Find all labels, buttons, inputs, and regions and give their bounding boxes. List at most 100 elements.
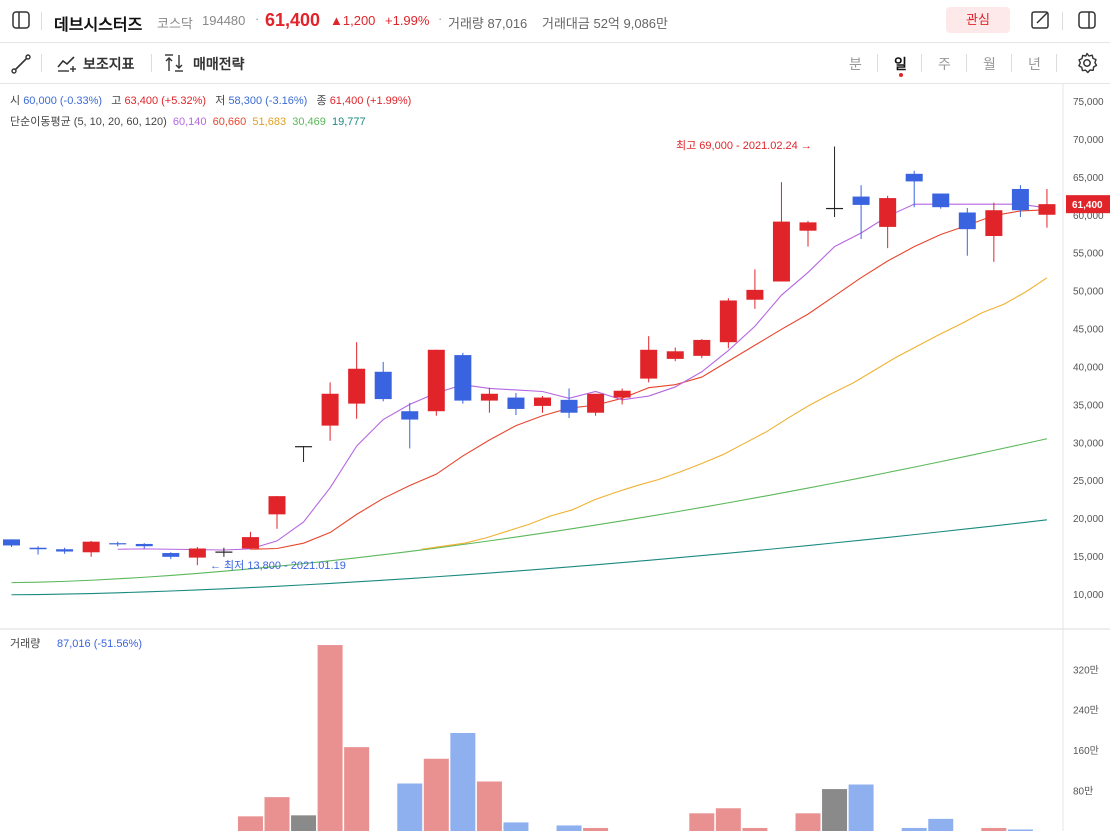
price-axis-tick: 75,000	[1073, 97, 1104, 108]
candle-body	[852, 196, 870, 205]
volume-bar	[503, 822, 529, 831]
candle-body	[587, 393, 605, 413]
period-month[interactable]: 월	[983, 56, 996, 72]
volume-bar	[795, 813, 821, 831]
candle-body	[215, 551, 233, 553]
price-axis-tick: 30,000	[1073, 438, 1104, 449]
divider	[921, 54, 922, 72]
price-change: ▲1,200	[330, 13, 376, 28]
candle-body	[1011, 188, 1029, 211]
amount-value: 52억 9,086만	[593, 16, 668, 31]
candle-body	[772, 221, 790, 282]
candle-body	[268, 496, 286, 515]
candle-body	[321, 393, 339, 426]
price-axis-tick: 25,000	[1073, 476, 1104, 487]
divider	[151, 54, 152, 72]
sidebar-toggle-icon[interactable]	[12, 11, 30, 29]
candle-body	[82, 541, 100, 553]
favorite-button[interactable]: 관심	[946, 7, 1010, 33]
candle-body	[241, 537, 259, 549]
volume-bar	[715, 808, 741, 831]
volume-axis-tick: 240만	[1073, 705, 1099, 717]
price-axis-tick: 35,000	[1073, 400, 1104, 411]
open-label: 시	[10, 95, 21, 107]
divider	[1056, 54, 1057, 72]
settings-gear-icon[interactable]	[1076, 52, 1098, 74]
divider	[41, 54, 42, 72]
candle-body	[613, 390, 631, 398]
current-price-tag	[1066, 195, 1110, 214]
candle-body	[985, 210, 1003, 237]
separator-dot: ·	[255, 11, 260, 26]
volume-bar	[264, 797, 290, 831]
volume-info: 거래량 87,016	[448, 13, 527, 32]
price-axis-tick: 65,000	[1073, 173, 1104, 184]
volume-bar	[476, 781, 502, 831]
candle-body	[719, 300, 737, 343]
price-axis-tick: 10,000	[1073, 590, 1104, 601]
ma-info: 단순이동평균 (5, 10, 20, 60, 120) 60,140 60,66…	[10, 113, 366, 129]
ma10-line	[250, 209, 1047, 550]
volume-axis-tick: 80만	[1073, 786, 1093, 798]
candle-body	[1038, 204, 1056, 215]
ma5-value: 60,140	[172, 116, 207, 128]
candle-body	[295, 446, 313, 448]
candle-body	[826, 207, 844, 210]
draw-line-icon[interactable]	[11, 54, 31, 74]
candle-body	[374, 371, 392, 400]
volume-bar	[981, 827, 1007, 831]
volume-axis-tick: 160만	[1073, 745, 1099, 757]
edit-icon[interactable]	[1030, 10, 1050, 30]
volume-panel-value: 87,016 (-51.56%)	[57, 638, 142, 650]
low-annotation: ← 최저 13,800 - 2021.01.19	[210, 559, 346, 572]
strategy-button[interactable]: 매매전략	[193, 56, 245, 72]
open-value: 60,000 (-0.33%)	[23, 95, 103, 107]
current-price: 61,400	[265, 10, 321, 30]
candle-body	[879, 198, 897, 227]
panel-toggle-icon[interactable]	[1078, 11, 1096, 29]
volume-bar	[742, 827, 768, 831]
volume-panel-label: 거래량	[10, 637, 40, 650]
volume-bar	[317, 645, 343, 831]
candle-body	[29, 547, 47, 550]
period-day[interactable]: 일	[894, 56, 907, 72]
volume-bar	[237, 816, 263, 831]
volume-bar	[848, 784, 874, 831]
price-axis-tick: 45,000	[1073, 325, 1104, 336]
high-annotation: 최고 69,000 - 2021.02.24 →	[676, 139, 812, 152]
volume-bar	[450, 732, 476, 831]
volume-bar	[901, 827, 927, 831]
price-axis-tick: 20,000	[1073, 514, 1104, 525]
period-year[interactable]: 년	[1028, 56, 1041, 72]
candle-body	[666, 351, 684, 359]
ma60-value: 30,469	[292, 116, 326, 128]
volume-axis-tick: 320만	[1073, 664, 1099, 676]
close-label: 종	[316, 95, 327, 107]
strategy-icon[interactable]	[163, 53, 187, 73]
divider	[1062, 12, 1063, 30]
indicator-icon[interactable]	[56, 53, 78, 73]
volume-bar	[556, 825, 582, 831]
period-minute[interactable]: 분	[849, 56, 862, 72]
ma10-value: 60,660	[212, 116, 247, 128]
separator-dot: ·	[438, 11, 443, 26]
stock-name: 데브시스터즈	[54, 17, 143, 34]
candle-body	[401, 411, 419, 420]
price-axis-tick: 40,000	[1073, 362, 1104, 373]
candle-body	[109, 543, 127, 545]
indicators-button[interactable]: 보조지표	[83, 56, 135, 72]
volume-bar	[423, 758, 449, 831]
candle-body	[188, 548, 206, 558]
ma20-line	[421, 277, 1048, 550]
volume-bar	[928, 818, 954, 831]
period-week[interactable]: 주	[938, 56, 951, 72]
candle-body	[135, 543, 153, 547]
amount-info: 거래대금 52억 9,086만	[542, 13, 668, 32]
high-label: 고	[111, 95, 122, 107]
price-axis-tick: 50,000	[1073, 287, 1104, 298]
active-period-dot	[899, 73, 903, 77]
stock-chart[interactable]: 75,000 70,000 65,000 60,000 55,000 50,000 45,0…	[0, 84, 1110, 831]
volume-bar	[822, 789, 848, 831]
price-axis-tick: 60,000	[1073, 211, 1104, 222]
divider	[1011, 54, 1012, 72]
